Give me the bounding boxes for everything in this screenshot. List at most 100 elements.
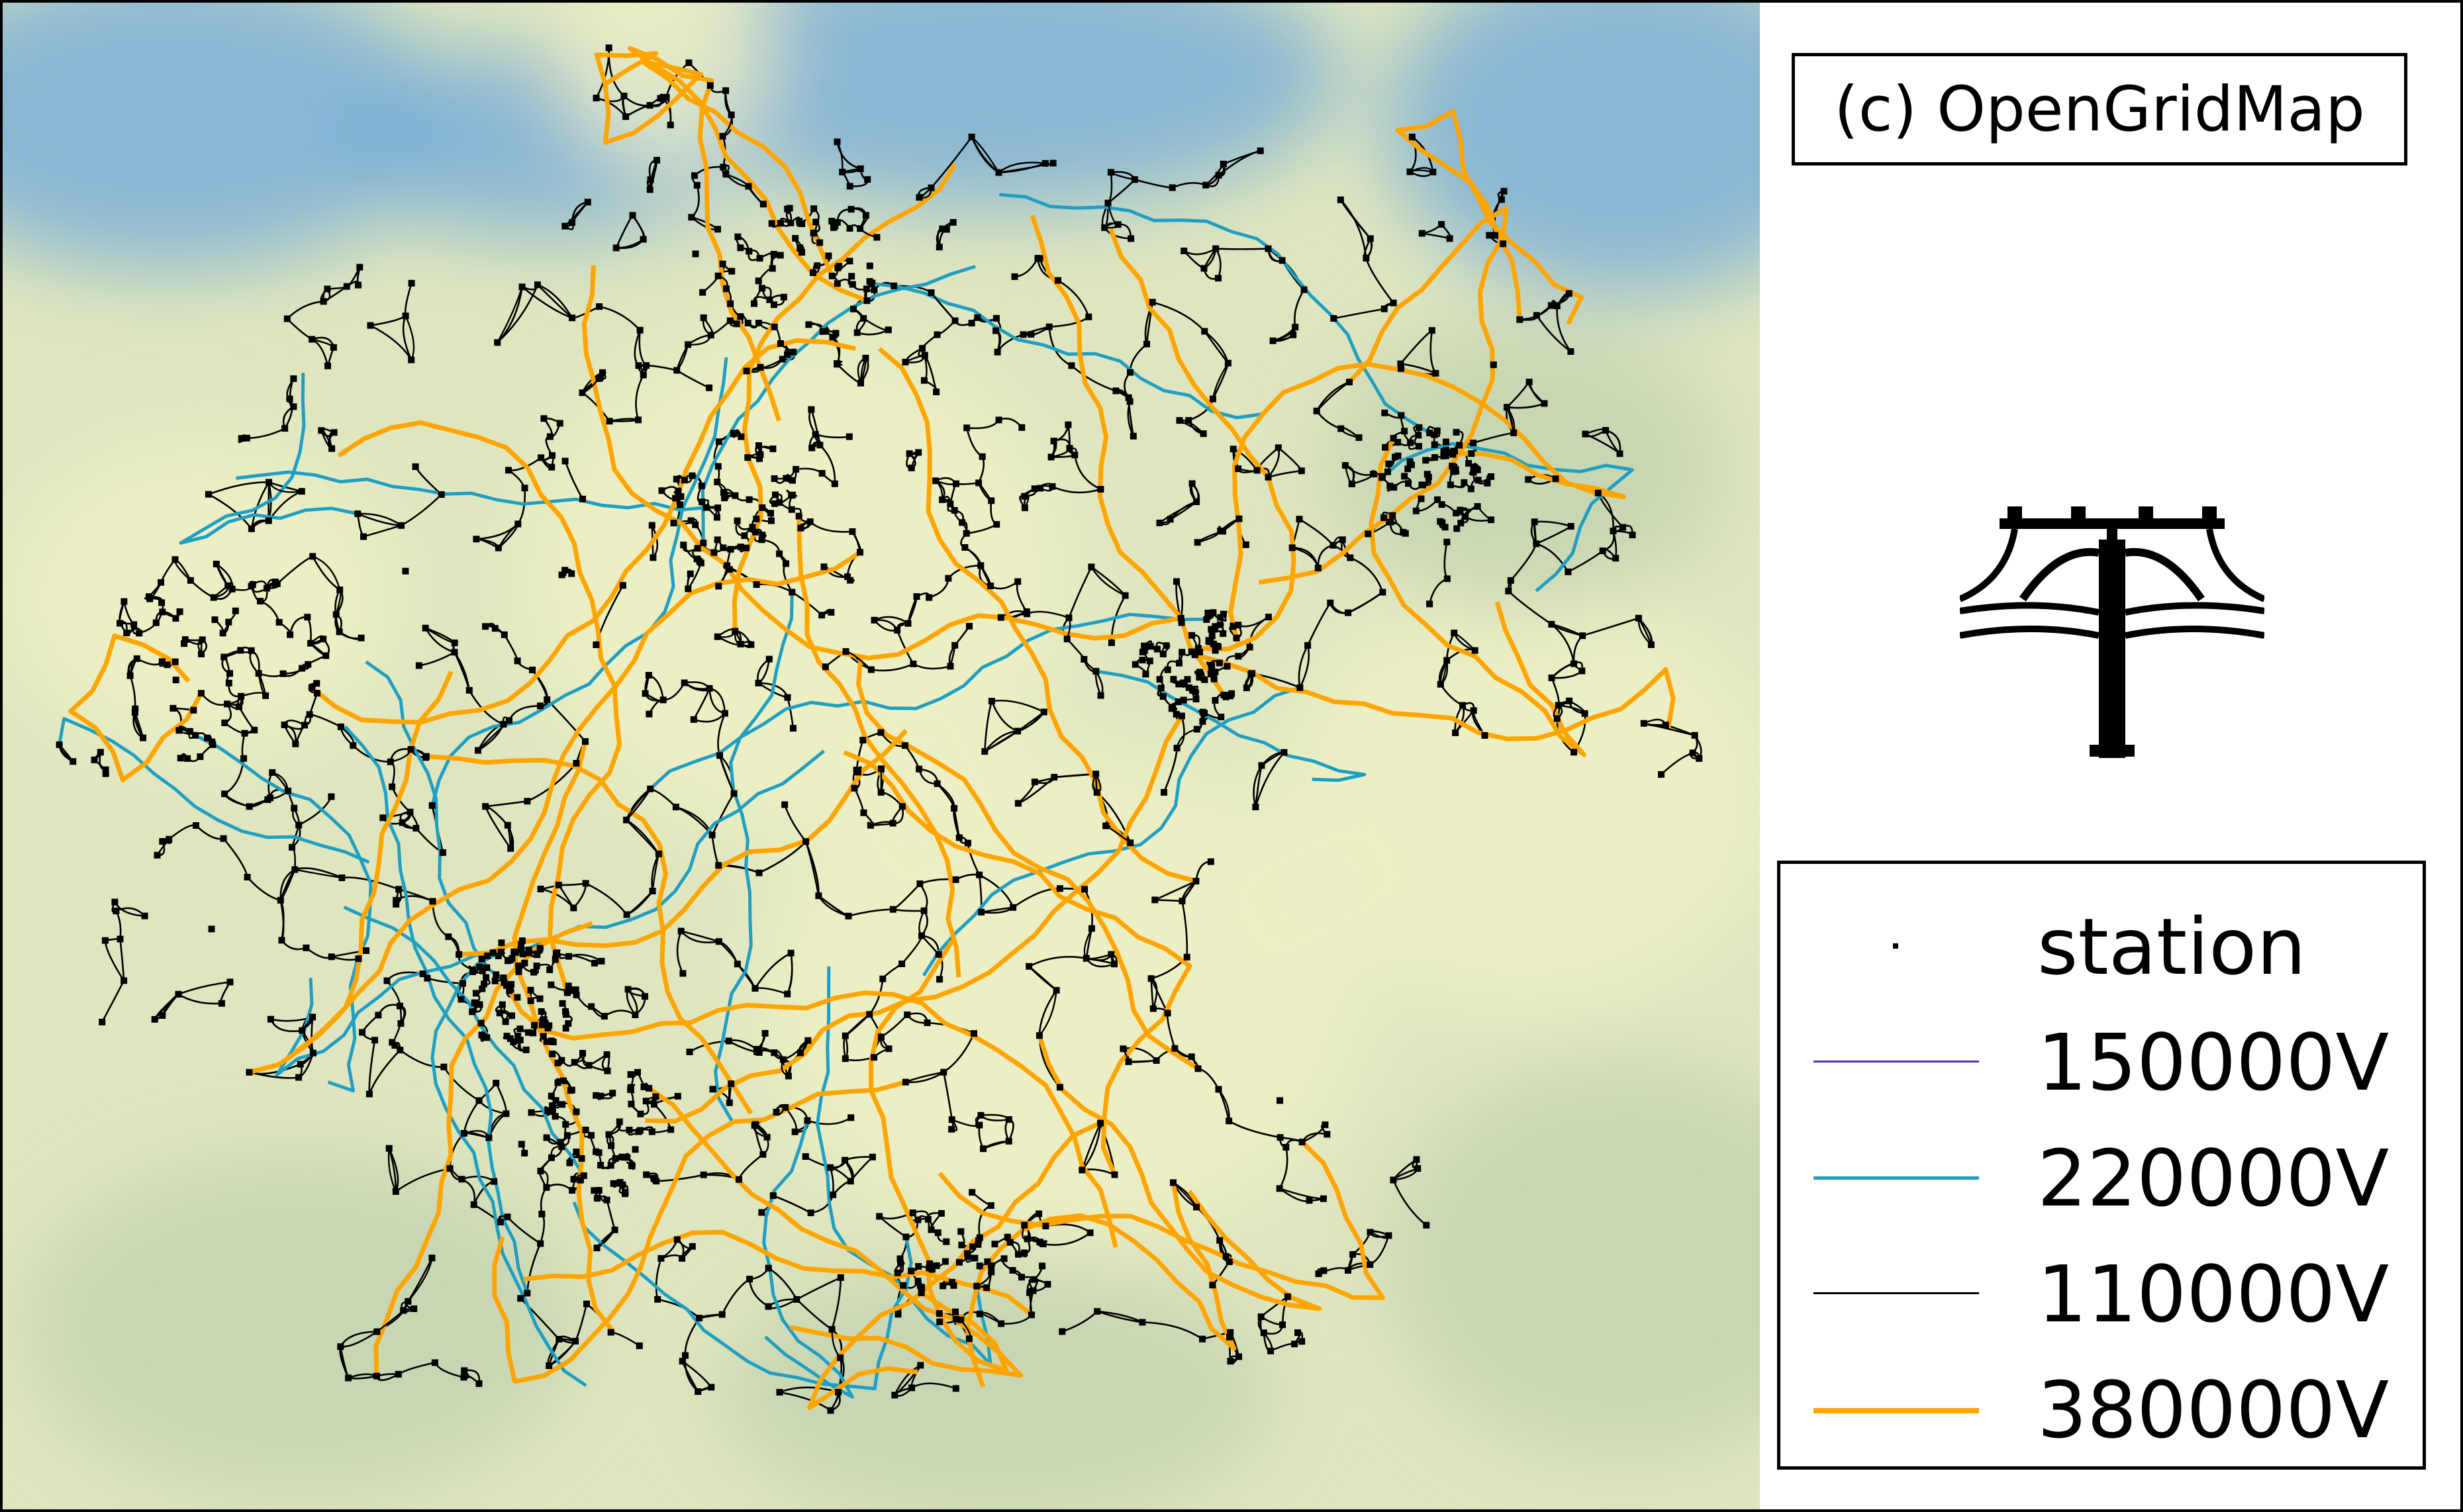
station-marker bbox=[1111, 961, 1118, 968]
station-marker bbox=[877, 729, 885, 736]
station-marker bbox=[354, 510, 362, 518]
station-marker bbox=[476, 1001, 483, 1008]
station-marker bbox=[632, 1146, 639, 1153]
station-marker bbox=[1097, 1119, 1104, 1127]
station-marker bbox=[1193, 498, 1200, 505]
station-marker bbox=[597, 1162, 604, 1169]
station-marker bbox=[759, 285, 766, 292]
station-marker bbox=[1028, 331, 1035, 338]
station-marker bbox=[556, 420, 563, 427]
copyright-box: (c) OpenGridMap bbox=[1792, 53, 2407, 165]
station-marker bbox=[1370, 471, 1377, 478]
station-marker bbox=[1179, 649, 1186, 656]
station-marker bbox=[877, 788, 885, 796]
station-marker bbox=[1456, 442, 1463, 449]
station-marker bbox=[1005, 1137, 1012, 1145]
station-marker bbox=[706, 82, 714, 89]
station-marker bbox=[1405, 480, 1412, 487]
station-marker bbox=[318, 427, 325, 434]
station-marker bbox=[743, 544, 750, 551]
station-marker bbox=[1130, 432, 1137, 440]
station-marker bbox=[710, 549, 718, 556]
station-marker bbox=[1171, 1045, 1179, 1052]
station-marker bbox=[1570, 660, 1578, 667]
grid-map[interactable] bbox=[0, 0, 1763, 1512]
station-marker bbox=[1658, 771, 1665, 778]
station-marker bbox=[715, 438, 722, 446]
station-marker bbox=[1390, 435, 1397, 442]
station-marker bbox=[728, 267, 736, 275]
station-marker bbox=[1132, 661, 1139, 668]
station-marker bbox=[1397, 360, 1404, 367]
station-marker bbox=[405, 1298, 412, 1305]
station-marker bbox=[246, 1068, 253, 1076]
station-marker bbox=[1200, 430, 1207, 438]
station-marker bbox=[568, 570, 575, 577]
legend-label: 110000V bbox=[2037, 1249, 2390, 1340]
station-marker bbox=[917, 1362, 924, 1369]
station-marker bbox=[723, 285, 730, 293]
station-marker bbox=[988, 1262, 995, 1269]
station-marker bbox=[758, 536, 765, 543]
station-marker bbox=[1194, 1065, 1202, 1072]
station-marker bbox=[1180, 696, 1187, 704]
station-marker bbox=[951, 506, 958, 514]
station-marker bbox=[667, 121, 674, 128]
station-marker bbox=[1510, 429, 1518, 436]
station-marker bbox=[1640, 720, 1647, 727]
station-marker bbox=[407, 808, 414, 816]
station-marker bbox=[305, 661, 312, 668]
station-marker bbox=[1367, 1229, 1374, 1236]
station-marker bbox=[943, 1238, 950, 1245]
station-marker bbox=[1164, 666, 1171, 673]
station-marker bbox=[842, 1032, 849, 1039]
station-marker bbox=[1453, 525, 1461, 532]
station-marker bbox=[248, 583, 255, 590]
station-marker bbox=[780, 293, 787, 301]
station-marker bbox=[1056, 885, 1063, 892]
station-marker bbox=[940, 1282, 947, 1290]
station-marker bbox=[981, 748, 989, 755]
station-marker bbox=[525, 1029, 532, 1036]
station-marker bbox=[997, 614, 1004, 621]
station-marker bbox=[533, 963, 540, 969]
station-marker bbox=[983, 1284, 990, 1292]
station-marker bbox=[273, 580, 281, 587]
station-marker bbox=[1235, 465, 1242, 473]
station-marker bbox=[1492, 232, 1499, 239]
station-marker bbox=[324, 362, 331, 369]
station-marker bbox=[978, 908, 985, 916]
station-marker bbox=[984, 1258, 991, 1265]
station-marker bbox=[527, 997, 534, 1004]
station-marker bbox=[857, 225, 864, 232]
station-marker bbox=[816, 442, 824, 449]
station-marker bbox=[696, 1315, 703, 1322]
station-marker bbox=[1616, 450, 1623, 457]
station-marker bbox=[1602, 427, 1610, 434]
station-marker bbox=[175, 990, 182, 998]
station-marker bbox=[159, 608, 166, 616]
station-marker bbox=[506, 987, 513, 994]
station-marker bbox=[328, 953, 335, 961]
station-marker bbox=[847, 206, 855, 213]
station-marker bbox=[693, 181, 700, 189]
station-marker bbox=[898, 961, 906, 967]
station-marker bbox=[573, 1149, 580, 1155]
station-marker bbox=[1192, 696, 1200, 702]
station-marker bbox=[1151, 896, 1159, 904]
station-marker bbox=[503, 1110, 510, 1117]
station-marker bbox=[1205, 637, 1212, 644]
station-marker bbox=[643, 362, 650, 369]
station-marker bbox=[198, 651, 205, 657]
station-marker bbox=[1384, 468, 1391, 475]
station-marker bbox=[204, 734, 211, 741]
station-marker bbox=[295, 822, 303, 829]
station-marker bbox=[1408, 461, 1415, 469]
station-marker bbox=[159, 1012, 166, 1019]
station-marker bbox=[755, 869, 763, 876]
station-marker bbox=[1290, 331, 1297, 338]
station-marker bbox=[246, 803, 253, 810]
station-marker bbox=[733, 320, 740, 328]
station-marker bbox=[896, 1255, 904, 1262]
station-marker bbox=[1406, 168, 1414, 175]
